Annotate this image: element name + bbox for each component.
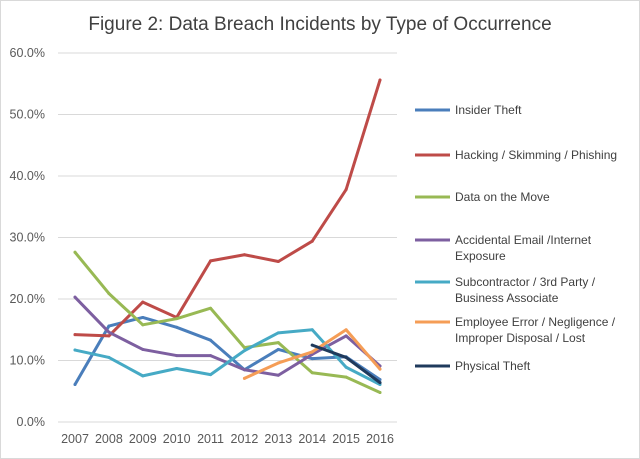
- legend-item: Subcontractor / 3rd Party / Business Asso…: [415, 275, 596, 305]
- legend-item: Insider Theft: [415, 103, 522, 117]
- legend-label: Accidental Email /Internet: [455, 233, 592, 247]
- series-line-1: [73, 78, 382, 338]
- data-point: [310, 239, 314, 243]
- y-tick-label: 60.0%: [10, 46, 45, 60]
- data-point: [141, 323, 145, 327]
- x-tick-label: 2013: [264, 432, 292, 446]
- data-point: [73, 348, 77, 352]
- data-point: [344, 365, 348, 369]
- data-point: [175, 325, 179, 329]
- data-point: [209, 338, 213, 342]
- x-tick-label: 2014: [298, 432, 326, 446]
- data-point: [175, 366, 179, 370]
- data-point: [141, 374, 145, 378]
- data-point: [276, 347, 280, 351]
- data-point: [107, 334, 111, 338]
- data-point: [344, 328, 348, 332]
- data-point: [276, 341, 280, 345]
- legend-label: Business Associate: [455, 291, 559, 305]
- legend-item: Physical Theft: [415, 359, 531, 373]
- x-tick-label: 2015: [332, 432, 360, 446]
- data-point: [175, 317, 179, 321]
- data-point: [107, 330, 111, 334]
- data-point: [378, 381, 382, 385]
- legend-label: Physical Theft: [455, 359, 531, 373]
- series-line-0: [73, 315, 382, 386]
- data-point: [73, 295, 77, 299]
- data-point: [378, 78, 382, 82]
- y-tick-label: 40.0%: [10, 169, 45, 183]
- data-point: [141, 300, 145, 304]
- data-point: [276, 259, 280, 263]
- data-point: [209, 354, 213, 358]
- data-point: [344, 375, 348, 379]
- data-point: [310, 357, 314, 361]
- data-point: [310, 343, 314, 347]
- data-point: [378, 367, 382, 371]
- y-tick-label: 0.0%: [17, 415, 46, 429]
- legend-label: Exposure: [455, 249, 506, 263]
- data-point: [242, 368, 246, 372]
- data-point: [209, 259, 213, 263]
- data-point: [209, 306, 213, 310]
- data-point: [209, 373, 213, 377]
- series-line-4: [73, 328, 382, 386]
- x-tick-label: 2011: [197, 432, 224, 446]
- x-tick-label: 2012: [231, 432, 259, 446]
- data-point: [310, 328, 314, 332]
- series-line-2: [73, 250, 382, 394]
- y-tick-label: 10.0%: [10, 354, 45, 368]
- data-point: [378, 390, 382, 394]
- legend-label: Insider Theft: [455, 103, 522, 117]
- legend-item: Hacking / Skimming / Phishing: [415, 148, 617, 162]
- chart-title: Figure 2: Data Breach Incidents by Type …: [88, 14, 551, 35]
- data-point: [73, 382, 77, 386]
- x-tick-label: 2016: [366, 432, 394, 446]
- data-point: [242, 253, 246, 257]
- data-point: [310, 371, 314, 375]
- data-point: [310, 350, 314, 354]
- legend-item: Accidental Email /Internet Exposure: [415, 233, 592, 263]
- data-point: [107, 324, 111, 328]
- data-point: [73, 333, 77, 337]
- data-point: [344, 188, 348, 192]
- data-point: [242, 376, 246, 380]
- x-tick-label: 2009: [129, 432, 157, 446]
- legend-label: Employee Error / Negligence /: [455, 315, 616, 329]
- data-point: [73, 250, 77, 254]
- data-point: [344, 334, 348, 338]
- data-point: [276, 331, 280, 335]
- y-tick-label: 50.0%: [10, 108, 45, 122]
- legend-label: Hacking / Skimming / Phishing: [455, 148, 617, 162]
- legend-item: Employee Error / Negligence / Improper Di…: [415, 315, 616, 345]
- data-point: [242, 349, 246, 353]
- legend-item: Data on the Move: [415, 190, 550, 204]
- x-tick-label: 2007: [61, 432, 89, 446]
- data-point: [107, 355, 111, 359]
- data-point: [242, 346, 246, 350]
- legend-label: Improper Disposal / Lost: [455, 331, 586, 345]
- data-point: [141, 347, 145, 351]
- x-tick-label: 2010: [163, 432, 191, 446]
- data-point: [276, 373, 280, 377]
- y-tick-label: 30.0%: [10, 231, 45, 245]
- x-tick-label: 2008: [95, 432, 123, 446]
- legend-label: Data on the Move: [455, 190, 550, 204]
- data-point: [276, 361, 280, 365]
- data-point: [344, 355, 348, 359]
- data-point: [107, 291, 111, 295]
- data-point: [175, 354, 179, 358]
- data-point: [141, 315, 145, 319]
- y-tick-label: 20.0%: [10, 292, 45, 306]
- legend-label: Subcontractor / 3rd Party /: [455, 275, 596, 289]
